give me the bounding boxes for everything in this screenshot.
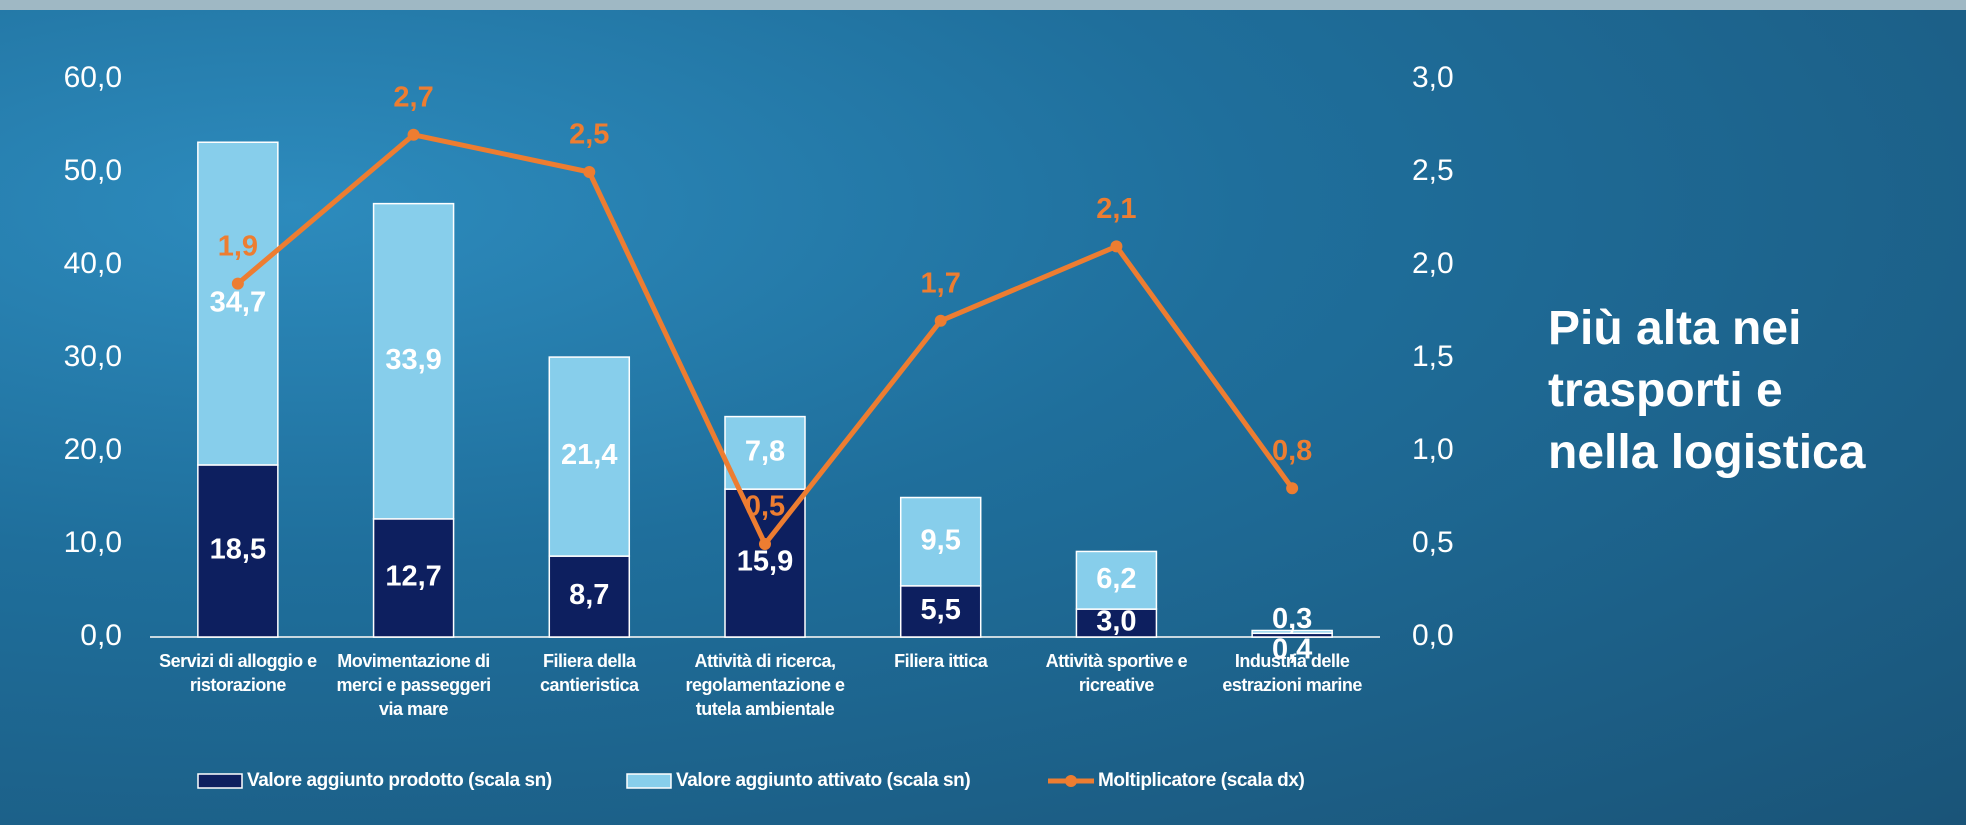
line-marker: [1286, 482, 1299, 495]
line-marker: [759, 538, 771, 550]
x-tick-label: Industria delle estrazioni marine: [1222, 651, 1362, 695]
line-marker: [583, 166, 596, 178]
bar-value-label: 0,3: [1272, 603, 1312, 635]
bar-value-label: 3,0: [1096, 606, 1136, 638]
line-value-label: 2,1: [1096, 193, 1136, 225]
bar-value-label: 12,7: [385, 561, 441, 593]
line-value-label: 0,5: [745, 491, 785, 523]
y-tick-label: 40,0: [64, 247, 122, 280]
y2-tick-label: 0,0: [1412, 619, 1454, 652]
bar-value-label: 21,4: [561, 439, 617, 471]
y-tick-label: 0,0: [80, 619, 122, 652]
x-tick-label: Filiera ittica: [894, 651, 988, 671]
y2-tick-label: 1,0: [1412, 433, 1454, 466]
legend-label: Valore aggiunto prodotto (scala sn): [247, 770, 552, 791]
bar-value-label: 6,2: [1096, 563, 1136, 595]
y-tick-label: 30,0: [64, 340, 122, 373]
line-marker: [1110, 240, 1123, 253]
bar: [899, 496, 982, 587]
bar-value-label: 9,5: [921, 524, 961, 556]
y2-tick-label: 2,0: [1412, 247, 1454, 280]
x-tick-label: Attività sportive e ricreative: [1045, 651, 1188, 695]
legend-swatch: [626, 773, 672, 789]
line-value-label: 0,8: [1272, 435, 1312, 467]
bar-value-label: 5,5: [921, 594, 961, 626]
x-tick-label: Filiera della cantieristica: [539, 651, 639, 695]
x-tick-label: Movimentazione di merci e passeggeri via…: [336, 651, 492, 719]
bar-value-label: 7,8: [745, 436, 785, 468]
bar-value-label: 15,9: [737, 546, 793, 578]
annotation: Più alta nei trasporti e nella logistica: [1548, 302, 1866, 479]
bar: [1075, 550, 1158, 610]
y2-tick-label: 0,5: [1412, 526, 1454, 559]
line-marker: [231, 277, 244, 290]
x-tick-label: Attività di ricerca, regolamentazione e …: [685, 651, 845, 719]
bar-value-label: 34,7: [210, 286, 266, 318]
bar-value-label: 0,4: [1272, 634, 1312, 666]
bar: [1251, 629, 1333, 635]
legend-swatch: [197, 773, 243, 789]
y-tick-label: 20,0: [64, 433, 122, 466]
line-marker: [934, 314, 947, 327]
bar: [548, 356, 631, 557]
line-value-label: 2,7: [393, 81, 433, 113]
line-value-label: 1,9: [218, 230, 258, 262]
line-value-label: 2,5: [569, 119, 609, 151]
bar: [197, 141, 279, 466]
legend-label: Valore aggiunto attivato (scala sn): [676, 770, 970, 791]
y-tick-label: 60,0: [64, 61, 122, 94]
bar: [724, 415, 806, 490]
bar: [899, 585, 982, 638]
legend-swatch: [1065, 775, 1077, 787]
line-value-label: 1,7: [921, 267, 961, 299]
y2-tick-label: 3,0: [1412, 61, 1454, 94]
x-tick-label: Servizi di alloggio e ristorazione: [159, 651, 317, 695]
line-marker: [407, 128, 420, 141]
y2-tick-label: 2,5: [1412, 154, 1454, 187]
bar-value-label: 33,9: [385, 344, 441, 376]
bar: [548, 555, 631, 638]
bar-value-label: 8,7: [569, 579, 609, 611]
bar-value-label: 18,5: [210, 534, 266, 566]
y2-tick-label: 1,5: [1412, 340, 1454, 373]
y-tick-label: 10,0: [64, 526, 122, 559]
legend-label: Moltiplicatore (scala dx): [1098, 770, 1305, 791]
y-tick-label: 50,0: [64, 154, 122, 187]
bar: [372, 202, 455, 520]
bar: [372, 518, 455, 638]
